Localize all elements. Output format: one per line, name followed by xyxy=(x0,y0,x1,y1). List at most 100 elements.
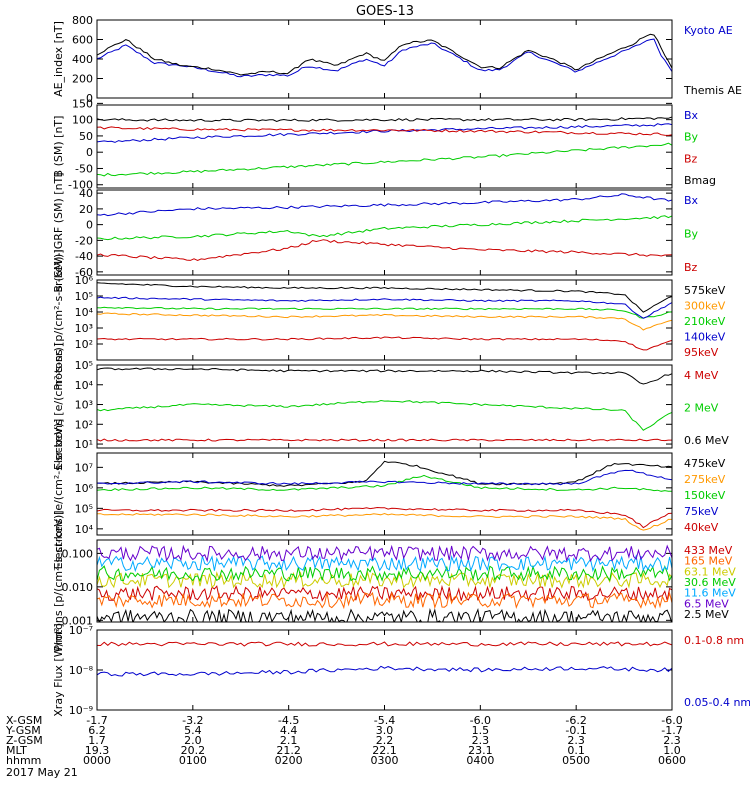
ephemeris-value: 2.1 xyxy=(280,734,298,747)
y-tick-label: 10¹ xyxy=(75,438,93,451)
panel-4: Protons [p/(cm²-s-sr-keV)] 10² 10³ 10⁴ 10⁵ 10… xyxy=(52,249,726,390)
ephemeris-value: 21.2 xyxy=(276,744,301,757)
series-line xyxy=(97,469,672,486)
ephemeris-value: -6.0 xyxy=(661,714,682,727)
ephemeris-value: -6.0 xyxy=(470,714,491,727)
series-line xyxy=(97,544,672,563)
series-line xyxy=(97,126,672,136)
legend-entry: 475keV xyxy=(684,457,726,470)
legend-entry: 40keV xyxy=(684,521,719,534)
series-line xyxy=(97,438,672,442)
y-axis-label: Electrons [e/(cm²-s-sr)] xyxy=(52,343,65,470)
y-tick-label: 400 xyxy=(72,53,93,66)
y-tick-label: 10⁴ xyxy=(75,523,94,536)
ephemeris-value: 23.1 xyxy=(468,744,493,757)
y-tick-label: 800 xyxy=(72,14,93,27)
y-tick-label: 10⁻⁷ xyxy=(69,624,93,637)
ephemeris-row-label: X-GSM xyxy=(6,714,42,727)
series-line xyxy=(97,296,672,319)
y-tick-label: 0.001 xyxy=(62,614,94,627)
panel-6: Electrons [e/(cm²-s-sr-keV)] 10⁴ 10⁵ 10⁶ 10⁷… xyxy=(52,419,726,570)
series-line xyxy=(97,142,672,177)
y-tick-label: 150 xyxy=(72,97,93,110)
legend-entry: 165 MeV xyxy=(684,555,733,568)
ephemeris-value: 19.3 xyxy=(85,744,110,757)
series-line xyxy=(97,215,672,241)
y-axis-label: Electrons [e/(cm²-s-sr-keV)] xyxy=(52,419,65,570)
series-line xyxy=(97,641,672,647)
y-tick-label: 0.100 xyxy=(62,547,94,560)
ephemeris-value: 0.1 xyxy=(567,744,585,757)
ephemeris-value: 3.0 xyxy=(376,724,394,737)
legend-entry: 63.1 MeV xyxy=(684,565,736,578)
y-tick-label: 10⁷ xyxy=(75,461,93,474)
y-tick-label: 10⁻⁹ xyxy=(69,704,93,717)
y-tick-label: 10³ xyxy=(75,322,93,335)
ephemeris-value: 20.2 xyxy=(181,744,206,757)
ephemeris-value: 1.0 xyxy=(663,744,681,757)
series-line xyxy=(97,367,672,385)
ephemeris-value: 6.2 xyxy=(88,724,106,737)
panel-5: Electrons [e/(cm²-s-sr)] 10¹ 10² 10³ 10⁴ 10⁵ 4… xyxy=(52,343,729,470)
legend-entry: 95keV xyxy=(684,346,719,359)
legend-entry: 75keV xyxy=(684,505,719,518)
series-line xyxy=(97,554,672,573)
ephemeris-value: 0500 xyxy=(562,754,590,767)
series-line xyxy=(97,512,672,531)
series-line xyxy=(97,239,672,261)
legend-entry: 0.1-0.8 nm xyxy=(684,634,744,647)
ephemeris-value: 2.3 xyxy=(663,734,681,747)
legend-entry: 210keV xyxy=(684,315,726,328)
series-line xyxy=(97,38,672,78)
series-line xyxy=(97,336,672,351)
y-tick-label: 200 xyxy=(72,73,93,86)
date-label: 2017 May 21 xyxy=(6,766,78,779)
ephemeris-value: 1.7 xyxy=(88,734,106,747)
ephemeris-value: 0400 xyxy=(466,754,494,767)
y-tick-label: 0 xyxy=(86,219,93,232)
y-axis-label: Protons [p/(cm²-s-sr-keV)] xyxy=(52,249,65,390)
legend-entry: Bz xyxy=(684,261,698,274)
y-tick-label: 10³ xyxy=(75,399,93,412)
series-line xyxy=(97,123,672,143)
series-line xyxy=(97,282,672,313)
legend-entry: Bmag xyxy=(684,174,716,187)
panel-frame xyxy=(96,539,673,623)
series-line xyxy=(97,116,672,123)
ephemeris-value: 0200 xyxy=(275,754,303,767)
legend-entry: 575keV xyxy=(684,284,726,297)
legend-entry: Bz xyxy=(684,152,698,165)
y-tick-label: 100 xyxy=(72,114,93,127)
ephemeris-value: 2.0 xyxy=(184,734,202,747)
legend-entry: By xyxy=(684,228,699,241)
ephemeris-value: -1.7 xyxy=(86,714,107,727)
ephemeris-value: 2.2 xyxy=(376,734,394,747)
series-line xyxy=(97,564,672,583)
y-tick-label: 0 xyxy=(86,146,93,159)
panel-7: Protons [p/(cm²-s-sr-keV)]0.001 0.010 0.10… xyxy=(52,510,736,651)
series-line xyxy=(97,193,672,217)
y-axis-label: AE_index [nT] xyxy=(52,21,65,97)
series-line xyxy=(97,571,672,589)
y-tick-label: -50 xyxy=(75,162,93,175)
legend-entry: Bx xyxy=(684,194,699,207)
y-tick-label: 0.010 xyxy=(62,581,94,594)
ephemeris-value: 0100 xyxy=(179,754,207,767)
ephemeris-value: -0.1 xyxy=(565,724,586,737)
ephemeris-value: 2.3 xyxy=(472,734,490,747)
legend-entry: Bx xyxy=(684,109,699,122)
y-tick-label: 20 xyxy=(79,203,93,216)
y-tick-label: -20 xyxy=(75,234,93,247)
ephemeris-value: -5.4 xyxy=(374,714,395,727)
legend-entry: Themis AE xyxy=(683,84,742,97)
plot-title: GOES-13 xyxy=(356,4,414,19)
y-tick-label: 0 xyxy=(86,92,93,105)
panel-2: B (SM) [nT]-100 -50 0 50 100 150 Bx By Bz Bmag xyxy=(52,97,716,191)
ephemeris-value: 4.4 xyxy=(280,724,298,737)
panel-1: AE_index [nT] 0 200 400 600 800 Kyoto AE Themis… xyxy=(52,14,742,105)
legend-entry: 2 MeV xyxy=(684,402,719,415)
y-tick-label: 10⁻⁸ xyxy=(69,664,94,677)
ephemeris-row-label: Z-GSM xyxy=(6,734,43,747)
ephemeris-value: 0300 xyxy=(371,754,399,767)
